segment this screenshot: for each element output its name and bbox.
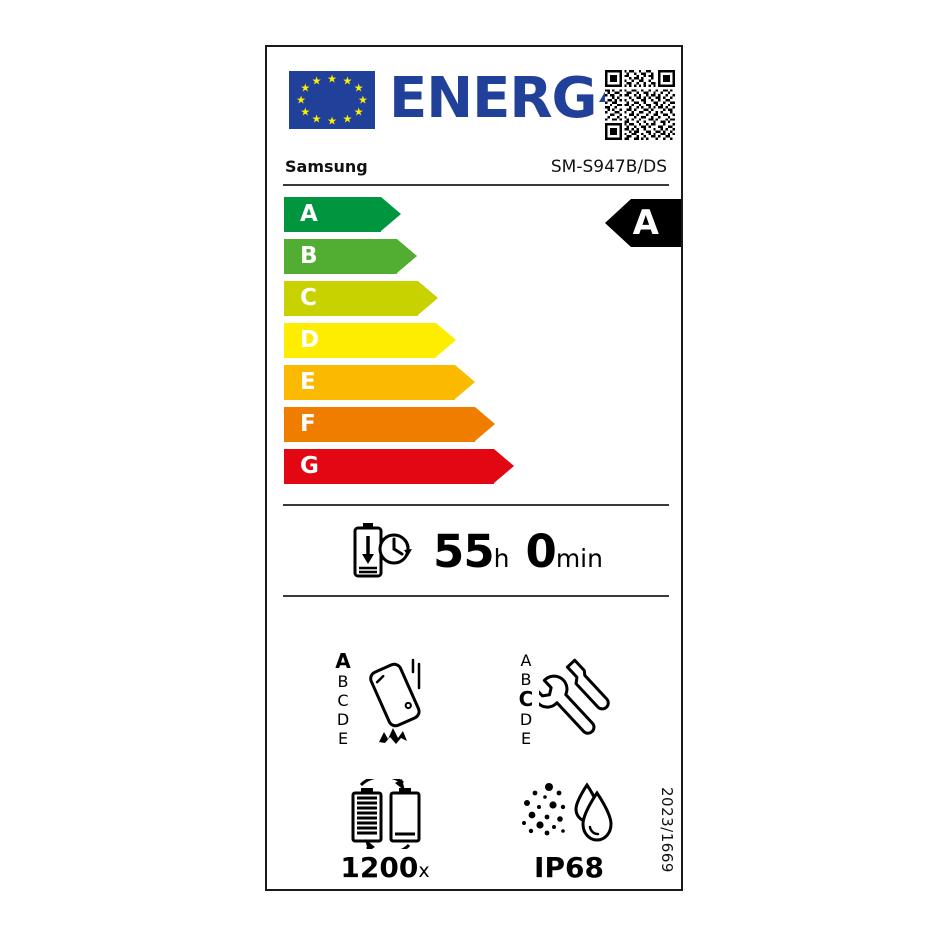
eu-star: ★ [311, 112, 322, 126]
battery-cycles-suffix: x [418, 860, 430, 882]
battery-clock-icon [353, 523, 413, 578]
falling-phone-icon [368, 658, 421, 744]
divider-lower [283, 595, 669, 597]
drop-class-letter: D [336, 710, 350, 729]
class-bar-d: D [284, 323, 674, 358]
class-bar-body [284, 365, 455, 400]
selected-class-badge: A [604, 199, 681, 247]
endurance-minutes-value: 0 [525, 524, 557, 578]
class-bar-body [284, 449, 494, 484]
class-bar-letter: B [300, 243, 318, 269]
ingress-protection-value: IP68 [534, 851, 604, 884]
eu-star: ★ [353, 105, 364, 119]
eu-star: ★ [327, 72, 337, 86]
supplier-row: Samsung SM-S947B/DS [285, 157, 667, 185]
class-bar-arrow [455, 365, 475, 399]
repair-class-letter: D [519, 710, 533, 729]
drop-class-letter: B [337, 672, 349, 691]
eu-star: ★ [300, 81, 311, 95]
drop-class-letter: C [337, 691, 349, 710]
drop-class-letter: E [337, 729, 349, 748]
pictogram-ingress-protection: IP68 [479, 779, 659, 884]
pictogram-battery-cycles: 1200 x [295, 779, 475, 884]
dust-water-drop-icon [522, 782, 613, 842]
pictogram-inner: A B C D E [335, 651, 434, 748]
pictogram-drop-resistance: A B C D E [295, 651, 475, 748]
regulation-number: 2023/1669 [658, 787, 676, 873]
divider-middle [283, 504, 669, 506]
supplier-name: Samsung [285, 157, 368, 176]
class-bar-body [284, 239, 397, 274]
repair-class-letter: B [520, 670, 532, 689]
battery-cycles-icon [351, 779, 421, 849]
endurance-hours-value: 55 [433, 524, 495, 578]
energ-wordmark: ENERG [389, 65, 627, 133]
class-bar-arrow [397, 239, 417, 273]
repair-class-letter: A [520, 651, 532, 670]
eu-star: ★ [327, 114, 337, 128]
eu-star: ★ [296, 93, 306, 107]
class-bar-a: A [284, 197, 674, 232]
eu-star: ★ [342, 112, 353, 126]
class-bar-e: E [284, 365, 674, 400]
class-bar-arrow [475, 407, 495, 441]
repair-class-letter: E [520, 729, 532, 748]
class-bar-letter: C [300, 285, 317, 311]
eu-flag-icon: ★ ★ ★ ★ ★ ★ ★ ★ ★ ★ ★ ★ [289, 71, 375, 129]
battery-cycles-caption: 1200 x [340, 851, 429, 884]
repair-class-letter: C [518, 687, 534, 711]
repair-class-letters: A B C D E [519, 651, 534, 748]
endurance-text: 55 h 0 min [433, 529, 603, 574]
class-bar-arrow [494, 449, 514, 483]
endurance-hours-unit: h [493, 543, 510, 573]
eu-star: ★ [311, 74, 322, 88]
energy-class-scale: A B C D E F G [284, 197, 674, 497]
divider-top [283, 184, 669, 186]
class-bar-f: F [284, 407, 674, 442]
class-bar-body [284, 323, 436, 358]
battery-endurance-row: 55 h 0 min [267, 513, 681, 589]
endurance-minutes-unit: min [555, 543, 603, 573]
class-bar-arrow [436, 323, 456, 357]
class-bar-c: C [284, 281, 674, 316]
class-bar-arrow [418, 281, 438, 315]
pictogram-inner: A B C D E [519, 651, 620, 748]
pictogram-grid: A B C D E [267, 607, 681, 887]
eu-star: ★ [300, 105, 311, 119]
class-bar-letter: A [300, 201, 318, 227]
class-bar-letter: F [300, 411, 316, 437]
class-bar-letter: E [300, 369, 316, 395]
class-bar-letter: G [300, 453, 319, 479]
pictogram-repairability: A B C D E [479, 651, 659, 748]
class-bar-body [284, 407, 475, 442]
selected-class-letter: A [632, 203, 659, 243]
eu-star: ★ [342, 74, 353, 88]
wrench-screwdriver-icon [539, 658, 611, 735]
class-bar-body [284, 197, 381, 232]
badge-body: A [630, 199, 681, 247]
eu-star: ★ [358, 93, 368, 107]
class-bar-arrow [381, 197, 401, 231]
drop-class-letters: A B C D E [335, 649, 351, 749]
battery-cycles-value: 1200 [340, 851, 419, 884]
qr-code-icon [605, 70, 675, 140]
model-identifier: SM-S947B/DS [550, 157, 667, 177]
eu-star: ★ [353, 81, 364, 95]
eu-energy-label: ★ ★ ★ ★ ★ ★ ★ ★ ★ ★ ★ ★ ENERG [265, 45, 683, 891]
badge-arrow-tip [604, 199, 631, 247]
label-header: ★ ★ ★ ★ ★ ★ ★ ★ ★ ★ ★ ★ ENERG [267, 47, 681, 152]
class-bar-body [284, 281, 418, 316]
drop-class-letter: A [335, 649, 351, 673]
class-bar-g: G [284, 449, 674, 484]
energ-text: ENERG [389, 66, 597, 131]
class-bar-letter: D [300, 327, 320, 353]
ingress-protection-caption: IP68 [534, 851, 604, 884]
class-bar-b: B [284, 239, 674, 274]
